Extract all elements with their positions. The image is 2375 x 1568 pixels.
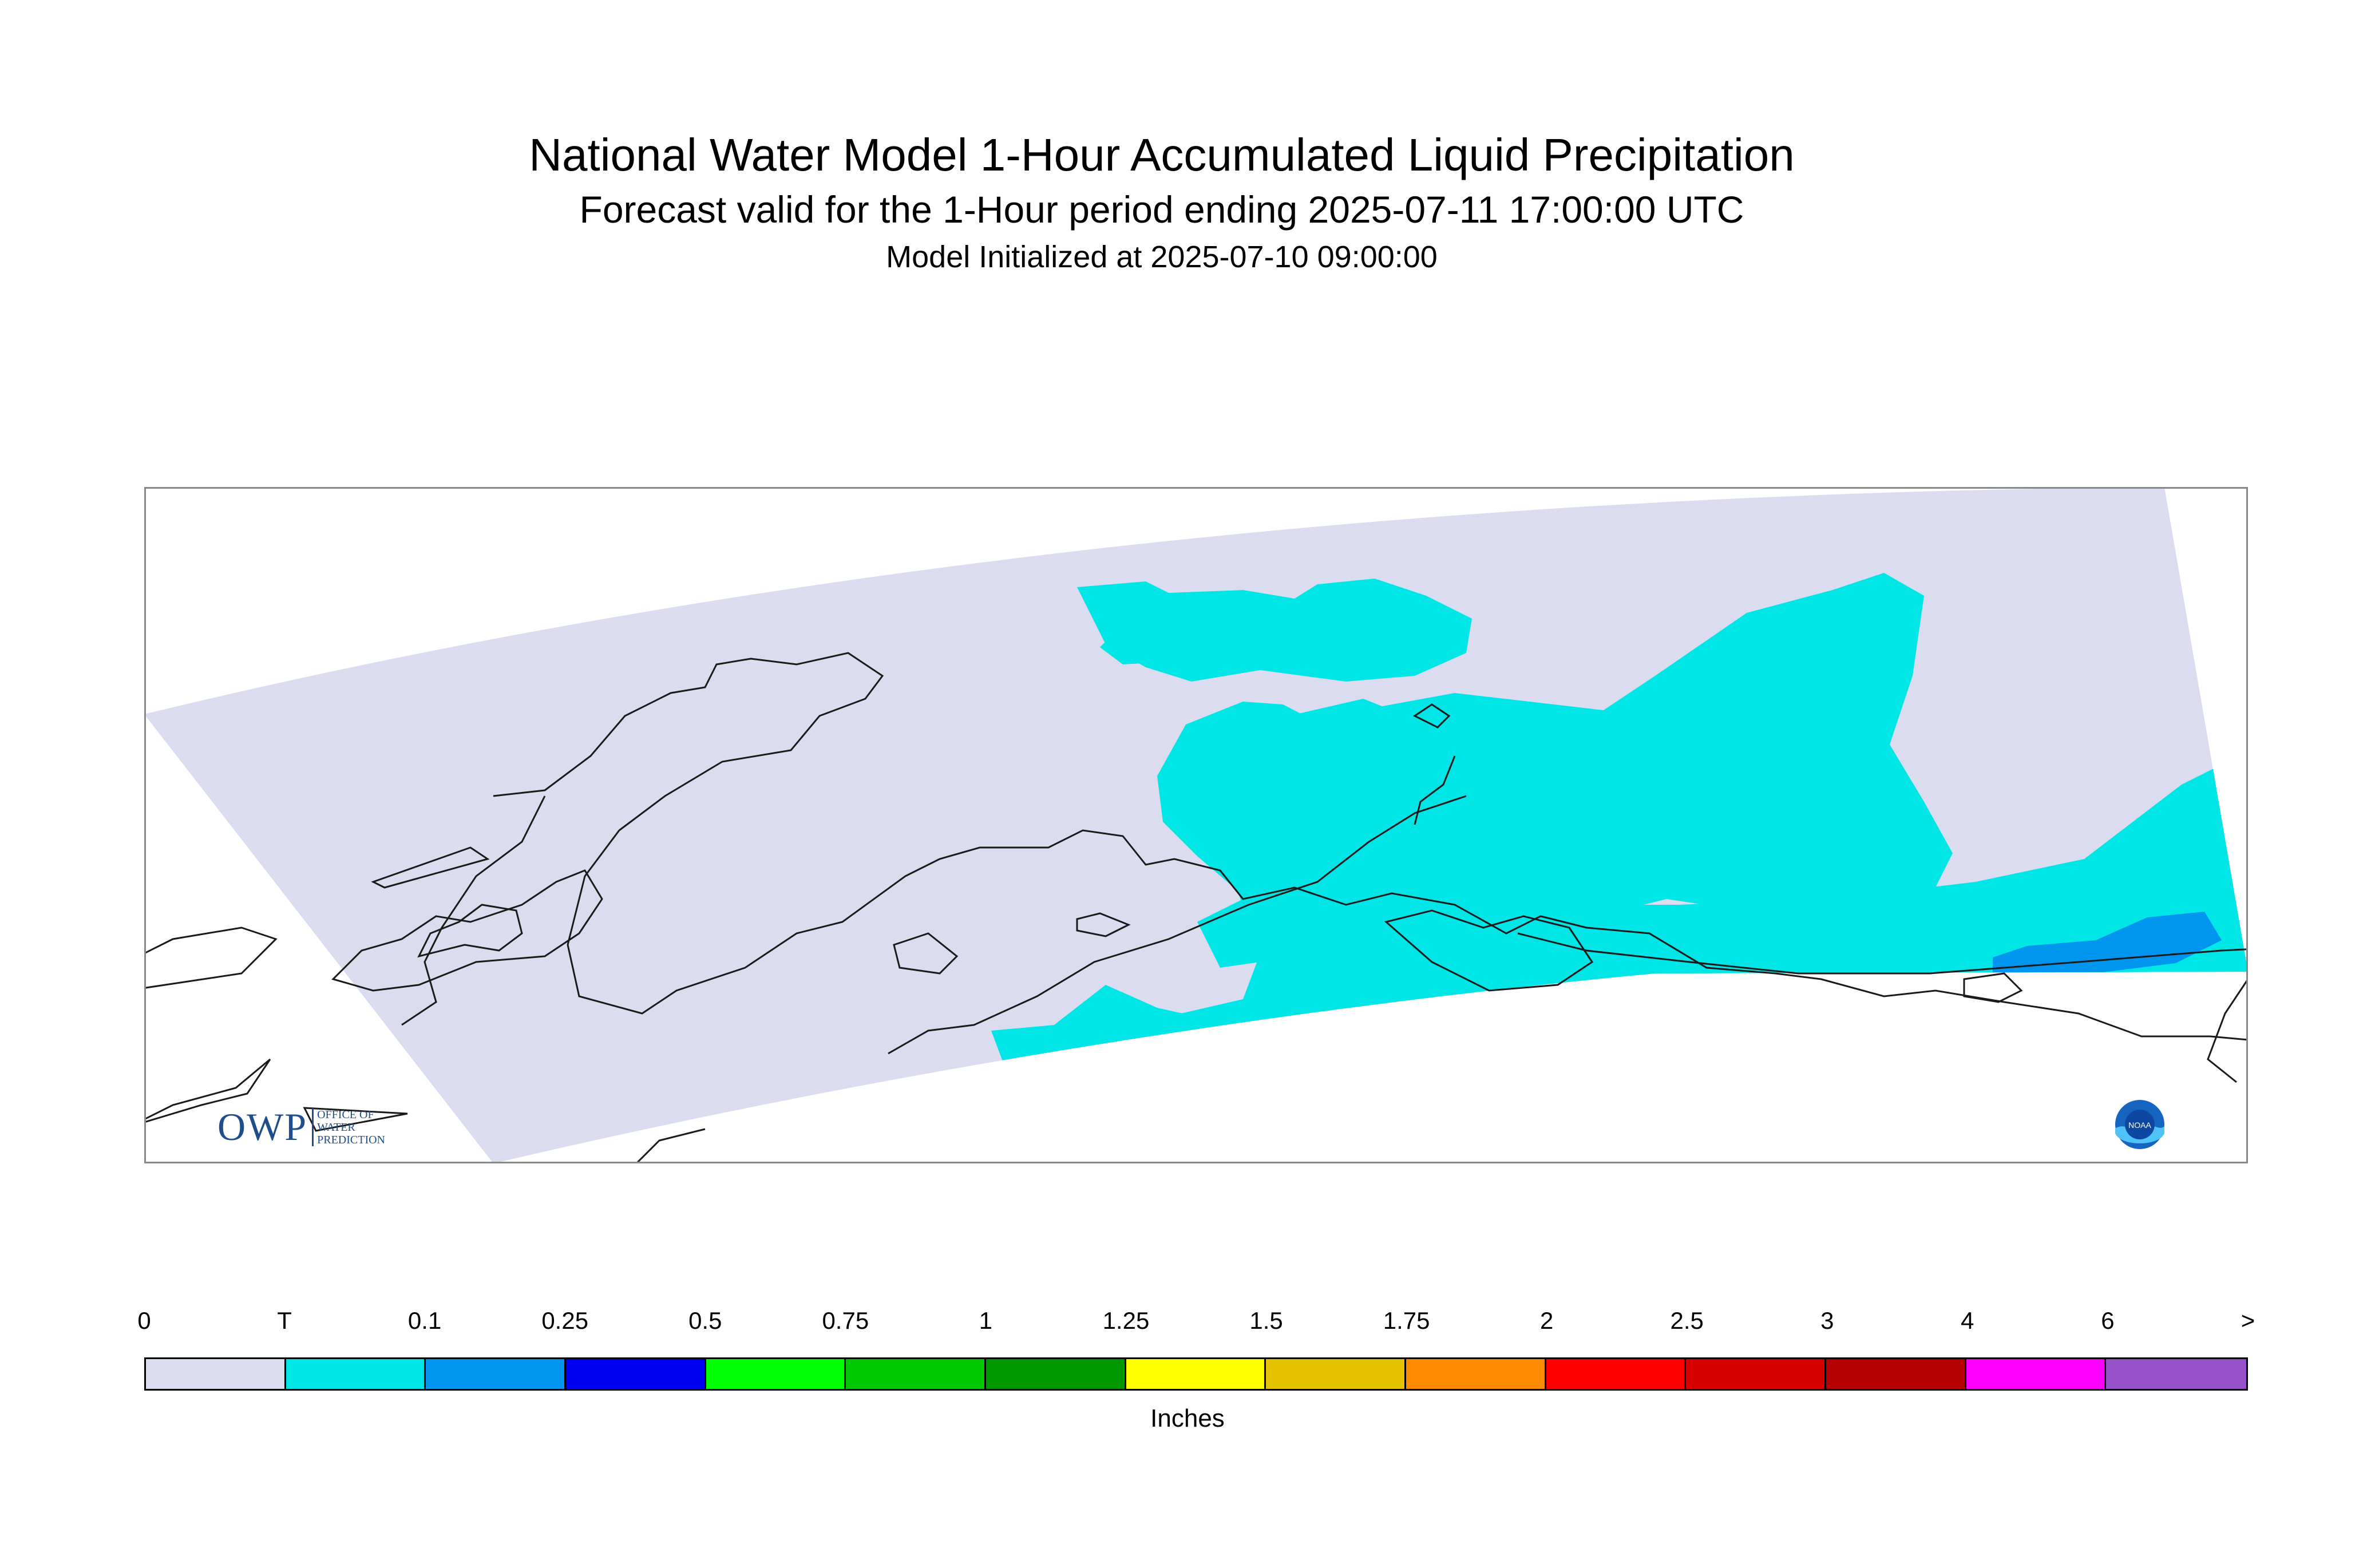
precip-region-north-2 [1100, 630, 1192, 664]
legend-tick-label: 1.25 [1102, 1307, 1150, 1334]
coastline-southwest-corner [144, 1058, 408, 1132]
coastline-lake-2 [1076, 912, 1131, 937]
precip-region-light-south[interactable] [1993, 912, 2222, 980]
legend-tick-label: 0.1 [407, 1307, 442, 1334]
legend-tick-label: T [277, 1307, 292, 1334]
coastline-bay [401, 795, 546, 1026]
coastline-island-west [144, 926, 278, 989]
legend-tick-label: 1.5 [1249, 1307, 1283, 1334]
owp-logo: OWP OFFICE OF WATER PREDICTION [217, 1104, 385, 1150]
legend-swatch [146, 1359, 286, 1389]
coastline-southeast [1517, 932, 2248, 975]
legend-tick-label: 4 [1961, 1307, 1974, 1334]
legend-swatch [1826, 1359, 1966, 1389]
legend-colorbar [144, 1357, 2248, 1391]
legend-swatch [426, 1359, 567, 1389]
coastline-layer [144, 652, 2248, 1163]
legend-swatch [566, 1359, 706, 1389]
coastline-lake [893, 932, 959, 975]
legend-swatch [1686, 1359, 1827, 1389]
coastline-islands-east [1963, 972, 2023, 1003]
legend-tick-label: 2 [1539, 1307, 1554, 1334]
legend-swatch [1266, 1359, 1407, 1389]
legend-tick-label: 0 [137, 1307, 151, 1334]
coastline-seward [417, 904, 523, 958]
color-legend: 0 T 0.1 0.25 0.5 0.75 1 1.25 1.5 1.75 2 2.5 3 4 6 > Inc… [0, 1299, 2375, 1448]
legend-swatch [286, 1359, 426, 1389]
legend-swatch [846, 1359, 987, 1389]
legend-tick-label: 3 [1820, 1307, 1834, 1334]
legend-tick-label: 0.5 [688, 1307, 722, 1334]
legend-tick-label: 1.75 [1383, 1307, 1430, 1334]
legend-tick-label: 1 [979, 1307, 993, 1334]
legend-swatch [706, 1359, 846, 1389]
owp-logo-text: OWP [217, 1105, 308, 1149]
legend-tick-label: 0.75 [822, 1307, 869, 1334]
legend-tick-label: 6 [2101, 1307, 2115, 1334]
precip-region-central [1329, 573, 1953, 922]
coastline-west [331, 869, 603, 992]
legend-swatch [1966, 1359, 2107, 1389]
coastline-kenai [1384, 909, 1594, 992]
map-subtitle: Forecast valid for the 1-Hour period end… [579, 188, 1744, 231]
svg-text:NOAA: NOAA [2128, 1120, 2151, 1130]
map-title: National Water Model 1-Hour Accumulated … [529, 129, 1795, 180]
noaa-logo: NOAA [2115, 1100, 2164, 1149]
legend-tick-label: 2.5 [1670, 1307, 1704, 1334]
legend-swatch [1546, 1359, 1687, 1389]
model-init-label: Model Initialized at 2025-07-10 09:00:00 [886, 240, 1438, 274]
title-block: National Water Model 1-Hour Accumulated … [0, 127, 2323, 278]
coastline-inlet [1413, 703, 1456, 825]
legend-swatch [986, 1359, 1126, 1389]
legend-swatch [1406, 1359, 1546, 1389]
coastline-island-2 [371, 846, 490, 889]
legend-swatch [1126, 1359, 1266, 1389]
legend-swatch [2106, 1359, 2247, 1389]
map-frame [144, 487, 2248, 1163]
owp-logo-subtitle: OFFICE OF WATER PREDICTION [312, 1108, 385, 1146]
coastline-east-edge [2207, 979, 2248, 1083]
legend-tick-label: 0.25 [541, 1307, 589, 1334]
precipitation-map [144, 487, 2248, 1163]
legend-tick-label: > [2241, 1307, 2255, 1334]
coastline-peninsula [888, 795, 1467, 1055]
precip-region-peninsula [1197, 899, 1277, 968]
coastline-sw-island [635, 1128, 706, 1163]
legend-units-label: Inches [1150, 1404, 1225, 1432]
coastline-arctic [493, 652, 2248, 1041]
